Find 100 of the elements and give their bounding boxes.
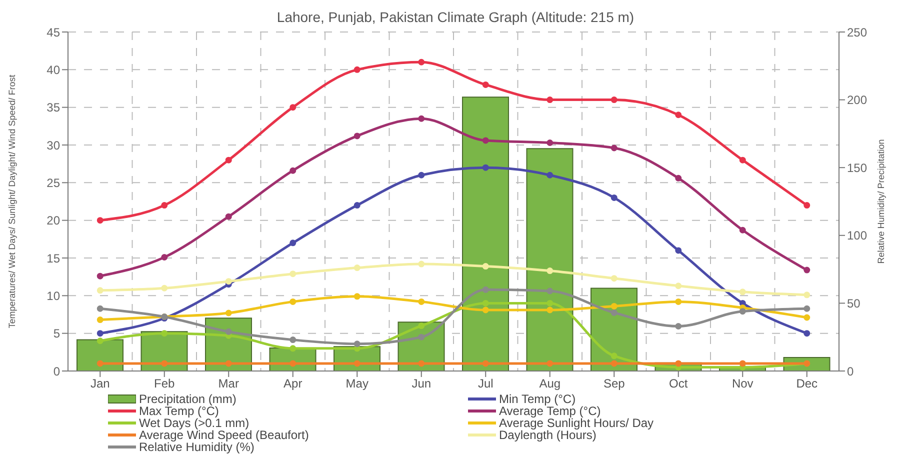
y2-tick-label: 250: [847, 25, 868, 40]
point: [225, 360, 232, 367]
point: [482, 306, 489, 314]
legend-label: Wet Days (>0.1 mm): [139, 416, 250, 430]
legend-label: Max Temp (°C): [139, 404, 219, 418]
point: [610, 302, 618, 310]
point: [739, 300, 746, 306]
point: [482, 81, 489, 88]
point: [482, 263, 489, 270]
point: [354, 264, 360, 272]
point: [418, 172, 425, 178]
y2-tick-label: 150: [847, 160, 868, 175]
point: [354, 293, 360, 300]
point: [225, 213, 232, 220]
x-tick-label: Oct: [669, 376, 688, 391]
point: [482, 164, 489, 171]
x-tick-label: Jun: [412, 376, 432, 391]
point: [610, 275, 618, 282]
point: [290, 104, 296, 111]
point: [610, 194, 618, 201]
x-tick-label: Jan: [90, 376, 110, 391]
point: [610, 360, 618, 367]
point: [739, 156, 746, 164]
point: [804, 305, 810, 312]
point: [354, 202, 360, 209]
point: [96, 330, 104, 337]
x-tick-label: Nov: [732, 376, 754, 391]
y-tick-label: 30: [46, 138, 60, 152]
point: [96, 217, 104, 224]
point: [418, 58, 425, 66]
point: [418, 260, 425, 268]
point: [290, 240, 296, 246]
point: [546, 96, 554, 104]
x-tick-label: Mar: [218, 376, 239, 391]
x-tick-label: Sep: [603, 376, 626, 391]
point: [482, 300, 489, 306]
point: [546, 288, 554, 294]
point: [675, 323, 682, 330]
x-tick-label: Dec: [796, 376, 818, 391]
point: [804, 330, 810, 337]
point: [290, 360, 296, 367]
point: [96, 305, 104, 312]
point: [418, 298, 425, 305]
y-tick-label: 45: [46, 25, 60, 40]
bar: [462, 96, 509, 371]
point: [290, 167, 296, 174]
point: [804, 266, 810, 274]
point: [354, 340, 360, 348]
point: [354, 345, 360, 352]
point: [418, 322, 425, 330]
point: [482, 360, 489, 367]
point: [161, 284, 168, 292]
point: [610, 309, 618, 316]
point: [225, 310, 232, 316]
bar: [76, 339, 124, 371]
point: [96, 316, 104, 324]
x-tick-label: Feb: [154, 376, 176, 391]
point: [675, 360, 682, 367]
legend-label: Daylength (Hours): [499, 428, 596, 442]
bar: [526, 148, 574, 371]
point: [354, 66, 360, 73]
point: [610, 144, 618, 152]
point: [610, 352, 618, 360]
point: [546, 268, 554, 274]
y2-tick-label: 100: [847, 228, 868, 243]
point: [161, 254, 168, 260]
point: [739, 288, 746, 296]
legend-label: Average Sunlight Hours/ Day: [499, 416, 654, 430]
point: [546, 306, 554, 314]
point: [610, 96, 618, 104]
legend-label: Relative Humidity (%): [139, 440, 254, 454]
point: [675, 112, 682, 118]
point: [804, 314, 810, 321]
point: [804, 202, 810, 209]
point: [161, 330, 168, 337]
point: [161, 202, 168, 209]
point: [675, 282, 682, 290]
point: [96, 338, 104, 344]
point: [482, 137, 489, 144]
y-tick-label: 5: [53, 326, 60, 341]
x-tick-label: May: [346, 376, 368, 391]
point: [739, 360, 746, 367]
x-tick-label: Jul: [478, 376, 494, 391]
point: [546, 300, 554, 306]
x-tick-label: Aug: [539, 376, 561, 391]
y-axis-title: Temperatures/ Wet Days/ Sunlight/ Daylight/ Wind Speed/ Frost: [7, 74, 18, 328]
point: [225, 328, 232, 335]
y-tick-label: 40: [46, 62, 60, 77]
y2-tick-label: 50: [847, 296, 861, 310]
point: [290, 336, 296, 344]
point: [546, 139, 554, 146]
point: [290, 298, 296, 305]
point: [290, 270, 296, 278]
y-tick-label: 20: [46, 214, 60, 228]
point: [96, 287, 104, 294]
y2-tick-label: 0: [847, 364, 854, 378]
y-tick-label: 35: [46, 100, 60, 115]
y2-axis-title: Relative Humidity/ Precipitation: [876, 139, 886, 264]
point: [225, 278, 232, 285]
y2-tick-label: 200: [847, 93, 868, 108]
